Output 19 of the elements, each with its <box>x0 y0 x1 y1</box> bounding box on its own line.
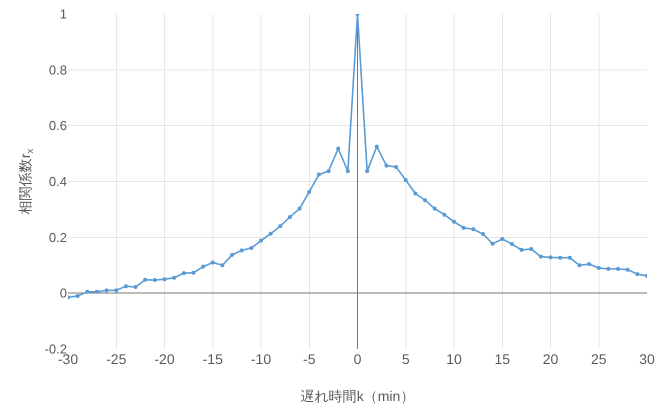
x-tick-label: -15 <box>202 351 224 367</box>
x-tick-label: 15 <box>494 351 510 367</box>
y-tick-label: 0.6 <box>48 118 67 134</box>
y-tick-label: 0.2 <box>48 230 67 245</box>
y-tick-label: 0.4 <box>48 174 67 190</box>
y-tick-label: 1 <box>60 6 67 22</box>
x-tick-label: 25 <box>590 351 607 367</box>
y-tick-label: 0 <box>60 286 67 301</box>
x-tick-label: -5 <box>303 351 316 367</box>
x-axis-title: 遅れ時間k（min） <box>300 388 414 404</box>
x-tick-label: 30 <box>639 351 655 367</box>
x-tick-label: 10 <box>446 351 462 367</box>
y-tick-label: 0.8 <box>48 62 67 78</box>
x-tick-label: 20 <box>542 351 558 367</box>
x-tick-label: -10 <box>250 351 272 367</box>
x-tick-label: -25 <box>106 351 127 367</box>
x-tick-label: -20 <box>154 351 175 367</box>
x-tick-label: 5 <box>402 351 410 367</box>
x-tick-label: 0 <box>354 351 362 367</box>
